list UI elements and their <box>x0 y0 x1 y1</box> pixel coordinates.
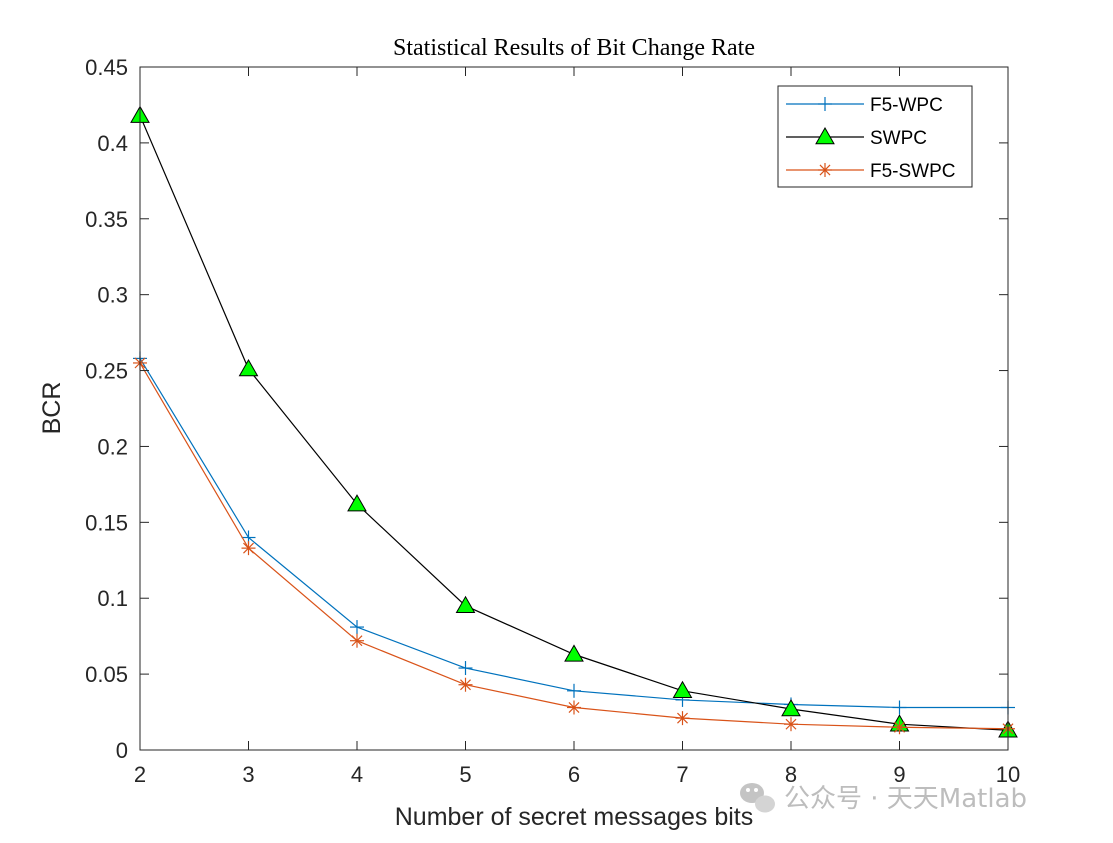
x-axis-label: Number of secret messages bits <box>395 803 753 831</box>
legend-marker <box>815 126 835 145</box>
legend-item[interactable]: F5-WPC <box>786 95 943 116</box>
data-point <box>347 494 367 512</box>
y-tick-label: 0 <box>116 738 128 763</box>
x-tick-label: 8 <box>785 762 797 787</box>
y-tick-label: 0.2 <box>97 434 128 459</box>
legend-label: F5-SWPC <box>870 161 956 182</box>
x-tick-label: 2 <box>134 762 146 787</box>
data-point <box>238 359 259 377</box>
data-point <box>564 644 584 662</box>
x-tick-label: 6 <box>568 762 580 787</box>
data-point <box>455 595 476 614</box>
x-tick-label: 5 <box>459 762 471 787</box>
legend-item[interactable]: F5-SWPC <box>786 161 956 182</box>
x-tick-label: 10 <box>996 762 1020 787</box>
data-point <box>675 711 690 726</box>
x-tick-label: 7 <box>676 762 688 787</box>
data-point <box>781 699 801 717</box>
legend-marker <box>818 163 832 177</box>
tick-layer: 2 3 4 5 6 7 8 9 10 0 0.05 0.1 0.15 0.2 0.25 0.3 0.35 0.4 0… <box>85 55 1020 787</box>
y-tick-label: 0.4 <box>97 131 128 156</box>
y-tick-label: 0.25 <box>85 359 128 384</box>
data-point <box>458 661 473 676</box>
x-tick-label: 3 <box>242 762 254 787</box>
watermark: 公众号 · 天天Matlab <box>740 783 1027 814</box>
data-point <box>567 700 581 715</box>
legend-label: F5-WPC <box>870 95 943 116</box>
x-tick-label: 9 <box>893 762 905 787</box>
y-tick-label: 0.35 <box>85 207 128 232</box>
y-tick-label: 0.45 <box>85 55 128 80</box>
data-point <box>458 677 473 692</box>
data-point <box>784 717 798 732</box>
legend-item[interactable]: SWPC <box>786 126 927 149</box>
wechat-icon <box>740 783 775 813</box>
data-point <box>892 720 907 735</box>
legend-items: F5-WPC SWPC F5-SWPC <box>786 95 956 182</box>
legend-marker <box>818 97 832 111</box>
y-tick-label: 0.1 <box>97 586 128 611</box>
chart-title: Statistical Results of Bit Change Rate <box>393 35 755 61</box>
data-point <box>672 680 693 699</box>
y-tick-label: 0.3 <box>97 283 128 308</box>
data-point <box>350 620 364 635</box>
x-tick-label: 4 <box>351 762 363 787</box>
data-point <box>892 700 907 715</box>
watermark-text: 公众号 · 天天Matlab <box>784 784 1027 814</box>
y-tick-label: 0.05 <box>85 662 128 687</box>
data-point <box>567 683 581 698</box>
y-tick-label: 0.15 <box>85 510 128 535</box>
legend-label: SWPC <box>870 128 927 149</box>
y-axis-label: BCR <box>38 382 66 435</box>
data-point <box>350 633 364 648</box>
legend[interactable]: F5-WPC SWPC F5-SWPC <box>777 85 973 188</box>
data-point <box>241 541 256 556</box>
